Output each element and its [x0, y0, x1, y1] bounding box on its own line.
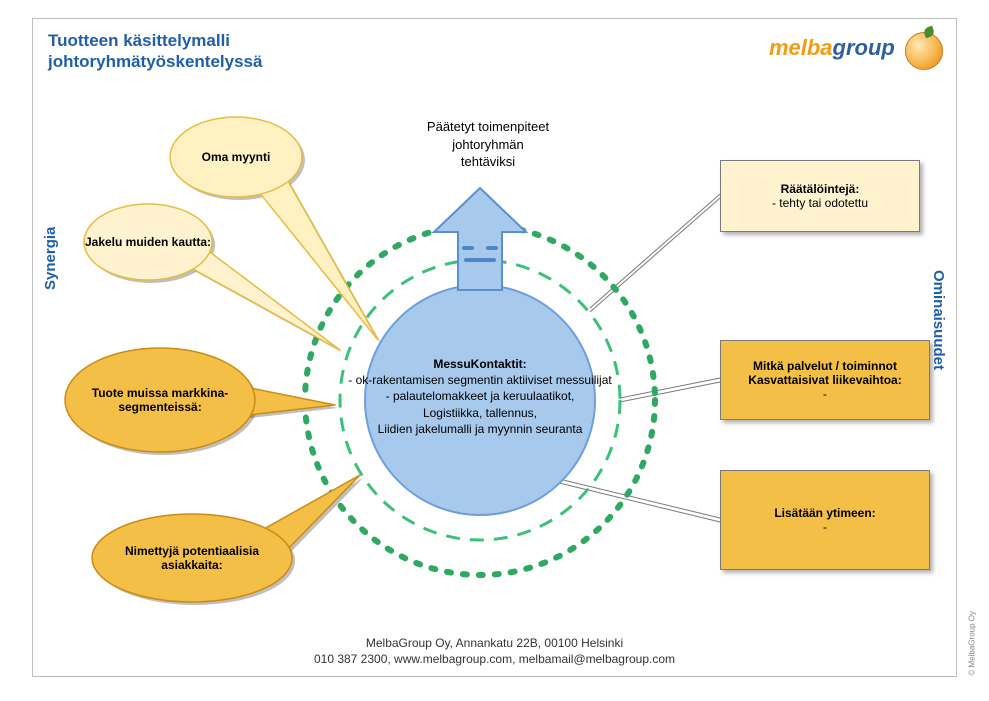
box-title: Räätälöintejä: [727, 182, 913, 196]
footer-line1: MelbaGroup Oy, Annankatu 22B, 00100 Hels… [366, 636, 623, 650]
box-title: Lisätään ytimeen: [727, 506, 923, 520]
box-title: Mitkä palvelut / toiminnotKasvattaisivat… [727, 359, 923, 387]
box-mitka-palvelut: Mitkä palvelut / toiminnotKasvattaisivat… [720, 340, 930, 420]
box-lisataan-ytimeen: Lisätään ytimeen: - [720, 470, 930, 570]
core-line-2: Logistiikka, tallennus, [340, 405, 620, 421]
arrow-caption-l2: johtoryhmän [452, 137, 524, 152]
box-body: - [727, 387, 923, 401]
core-line-0: - ok-rakentamisen segmentin aktiiviset m… [340, 372, 620, 388]
arrow-caption-l3: tehtäviksi [461, 154, 515, 169]
core-title: MessuKontaktit: [340, 356, 620, 372]
footer: MelbaGroup Oy, Annankatu 22B, 00100 Hels… [0, 635, 989, 667]
footer-line2: 010 387 2300, www.melbagroup.com, melbam… [314, 652, 675, 666]
slide-page: Tuotteen käsittelymalli johtoryhmätyöske… [0, 0, 989, 701]
arrow-caption-l1: Päätetyt toimenpiteet [427, 119, 549, 134]
core-line-1: - palautelomakkeet ja keruulaatikot, [340, 388, 620, 404]
core-line-3: Liidien jakelumalli ja myynnin seuranta [340, 421, 620, 437]
arrow-caption: Päätetyt toimenpiteet johtoryhmän tehtäv… [398, 118, 578, 171]
box-raataleinteja: Räätälöintejä: - tehty tai odotettu [720, 160, 920, 232]
box-body: - tehty tai odotettu [727, 196, 913, 210]
bubble-label-tuote-muissa: Tuote muissa markkina-segmenteissä: [65, 348, 255, 452]
bubble-label-oma-myynti: Oma myynti [170, 117, 302, 197]
bubble-label-nimettyja: Nimettyjä potentiaalisiaasiakkaita: [92, 514, 292, 602]
bubble-label-jakelu: Jakelu muiden kautta: [84, 204, 212, 280]
box-body: - [727, 520, 923, 534]
core-text: MessuKontaktit: - ok-rakentamisen segmen… [340, 356, 620, 437]
